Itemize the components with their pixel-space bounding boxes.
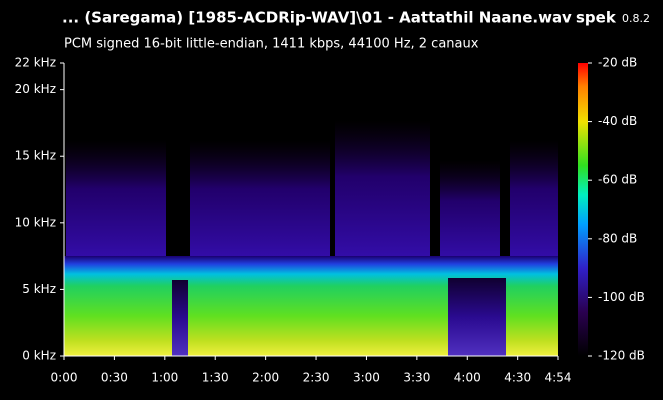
spectral-energy (66, 140, 166, 262)
quiet-section (172, 280, 188, 356)
spectral-energy (440, 160, 500, 262)
colorbar-tick-label: -60 dB (598, 173, 637, 187)
app-name: spek (576, 9, 617, 27)
y-tick-label: 5 kHz (22, 282, 56, 296)
quiet-section (448, 278, 506, 356)
x-tick-label: 1:30 (202, 371, 229, 385)
colorbar-tick-label: -80 dB (598, 231, 637, 245)
y-tick-label: 10 kHz (15, 215, 56, 229)
colorbar-tick-label: -120 dB (598, 349, 645, 363)
x-tick-label: 3:30 (403, 371, 430, 385)
colorbar (578, 63, 588, 356)
colorbar-tick-label: -40 dB (598, 114, 637, 128)
x-tick-label: 4:00 (454, 371, 481, 385)
x-tick-label: 2:30 (303, 371, 330, 385)
y-tick-label: 20 kHz (15, 82, 56, 96)
app-version: 0.8.2 (622, 12, 650, 25)
x-tick-label: 4:54 (545, 371, 572, 385)
colorbar-tick-label: -100 dB (598, 290, 645, 304)
spectral-energy (190, 140, 330, 262)
x-tick-label: 4:30 (504, 371, 531, 385)
y-tick-label: 15 kHz (15, 149, 56, 163)
subtitle: PCM signed 16-bit little-endian, 1411 kb… (64, 37, 479, 52)
x-tick-label: 2:00 (252, 371, 279, 385)
spectrogram (64, 63, 558, 356)
spectral-energy (510, 140, 558, 262)
x-tick-label: 0:30 (101, 371, 128, 385)
title: ... (Saregama) [1985-ACDRip-WAV]\01 - Aa… (62, 9, 572, 27)
x-tick-label: 1:00 (151, 371, 178, 385)
x-tick-label: 0:00 (51, 371, 78, 385)
colorbar-tick-label: -20 dB (598, 56, 637, 70)
y-tick-label: 0 kHz (22, 349, 56, 363)
x-tick-label: 3:00 (353, 371, 380, 385)
y-tick-label: 22 kHz (15, 56, 56, 70)
spectral-energy (335, 120, 430, 262)
